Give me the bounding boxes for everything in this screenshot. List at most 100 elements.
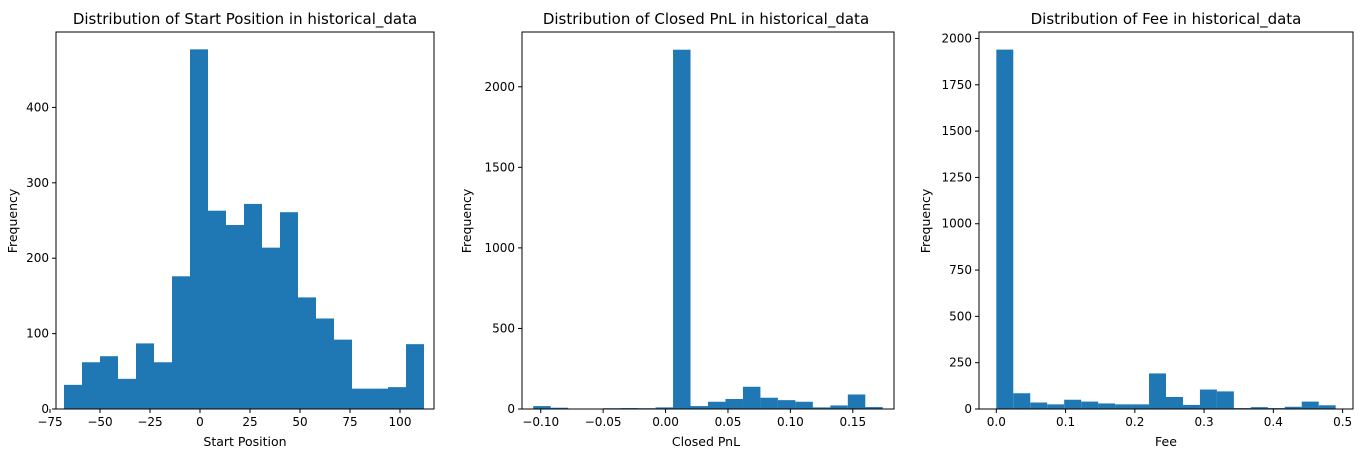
- histogram-bar: [777, 400, 796, 409]
- histogram-bar: [1301, 401, 1319, 409]
- axes-frame: [55, 31, 435, 410]
- histogram-bar: [1047, 404, 1065, 409]
- histogram-bar: [533, 406, 551, 409]
- y-tick-label: 1000: [484, 241, 515, 255]
- x-tick-label: 0.4: [1264, 415, 1283, 429]
- x-tick-label: 25: [242, 415, 257, 429]
- histogram-bar: [673, 49, 691, 409]
- y-axis-label: Frequency: [459, 188, 474, 253]
- histogram-bar: [1030, 402, 1048, 409]
- histogram-bar: [760, 397, 778, 409]
- y-tick-label: 2000: [941, 31, 972, 45]
- y-tick-label: 0: [507, 402, 515, 416]
- histogram-bar: [830, 405, 848, 409]
- histogram-bar: [64, 384, 82, 409]
- histogram-bar: [865, 407, 883, 409]
- histogram-bar: [708, 401, 726, 409]
- histogram-bar: [352, 388, 370, 409]
- x-ticks: −0.10 −0.05 0.00 0.05 0.10 0.15: [522, 409, 866, 429]
- x-tick-label: 0.3: [1195, 415, 1214, 429]
- y-tick-label: 200: [26, 251, 49, 265]
- y-tick-label: 750: [949, 263, 972, 277]
- histogram-bar: [1013, 393, 1031, 409]
- axes-frame: [521, 31, 895, 410]
- x-tick-label: 100: [389, 415, 412, 429]
- x-tick-label: 0.5: [1333, 415, 1352, 429]
- histogram-bar: [655, 407, 674, 409]
- y-tick-label: 250: [949, 356, 972, 370]
- histogram-bar: [334, 339, 352, 409]
- histogram-bar: [316, 318, 334, 409]
- y-tick-label: 400: [26, 100, 49, 114]
- x-tick-label: 0.15: [839, 415, 866, 429]
- histogram-bar: [725, 399, 743, 409]
- y-axis-label: Frequency: [5, 188, 20, 253]
- y-tick-label: 2000: [484, 80, 515, 94]
- x-tick-label: 0.2: [1125, 415, 1144, 429]
- x-axis-label: Fee: [1155, 434, 1177, 449]
- histogram-bar: [1149, 373, 1166, 409]
- histogram-bar: [118, 378, 136, 409]
- y-tick-label: 1500: [941, 124, 972, 138]
- y-tick-label: 1000: [941, 217, 972, 231]
- y-tick-label: 100: [26, 327, 49, 341]
- bars: [64, 49, 424, 409]
- histogram-bar: [1182, 404, 1200, 409]
- y-tick-label: 1750: [941, 78, 972, 92]
- y-tick-label: 0: [41, 402, 49, 416]
- x-ticks: 0.0 0.1 0.2 0.3 0.4 0.5: [987, 409, 1352, 429]
- x-tick-label: −50: [87, 415, 112, 429]
- x-tick-label: −0.10: [522, 415, 559, 429]
- histogram-bar: [208, 210, 226, 409]
- x-tick-label: −25: [137, 415, 162, 429]
- histogram-bar: [136, 343, 154, 409]
- histogram-bar: [1199, 389, 1217, 409]
- histogram-bar: [280, 212, 298, 409]
- histogram-bar: [1064, 399, 1082, 409]
- chart-title: Distribution of Fee in historical_data: [1031, 10, 1302, 29]
- x-tick-label: 50: [292, 415, 307, 429]
- histogram-bar: [1284, 406, 1302, 409]
- x-tick-label: −75: [37, 415, 62, 429]
- histogram-bar: [550, 407, 569, 409]
- histogram-bar: [996, 49, 1014, 409]
- histogram-bar: [262, 247, 280, 409]
- histogram-bar: [1115, 404, 1133, 409]
- histogram-bar: [795, 401, 813, 409]
- histogram-bar: [244, 203, 262, 409]
- y-tick-label: 1500: [484, 160, 515, 174]
- histogram-bar: [388, 387, 406, 409]
- y-ticks: 0 500 1000 1500 2000: [484, 80, 522, 416]
- start-position-chart: Distribution of Start Position in histor…: [5, 10, 435, 449]
- x-tick-label: 0.00: [652, 415, 679, 429]
- y-tick-label: 0: [964, 402, 972, 416]
- x-ticks: −75 −50 −25 0 25 50 75 100: [37, 409, 411, 429]
- x-axis-label: Closed PnL: [672, 434, 740, 449]
- histogram-bar: [172, 276, 190, 409]
- y-axis-label: Frequency: [918, 188, 933, 253]
- histogram-bar: [190, 49, 208, 409]
- closed-pnl-chart: Distribution of Closed PnL in historical…: [459, 10, 895, 449]
- x-tick-label: 0: [196, 415, 204, 429]
- histogram-bar: [1216, 391, 1234, 409]
- y-tick-label: 300: [26, 176, 49, 190]
- bars: [996, 49, 1336, 409]
- x-tick-label: 75: [342, 415, 357, 429]
- y-tick-label: 1250: [941, 170, 972, 184]
- histogram-bar: [1132, 404, 1150, 409]
- x-tick-label: 0.10: [777, 415, 804, 429]
- histogram-bar: [1250, 407, 1268, 409]
- histogram-bar: [154, 362, 172, 409]
- histogram-bar: [226, 225, 244, 409]
- y-ticks: 0 100 200 300 400: [26, 100, 56, 416]
- y-ticks: 0 250 500 750 1000 1250 1500 1750 2000: [941, 31, 979, 416]
- histogram-bar: [100, 356, 118, 409]
- histogram-bar: [742, 386, 761, 409]
- y-tick-label: 500: [949, 309, 972, 323]
- fee-chart: Distribution of Fee in historical_data 0…: [918, 10, 1354, 449]
- histogram-bar: [298, 297, 316, 409]
- chart-title: Distribution of Start Position in histor…: [73, 10, 417, 29]
- x-tick-label: 0.05: [715, 415, 742, 429]
- histogram-bar: [1318, 405, 1336, 409]
